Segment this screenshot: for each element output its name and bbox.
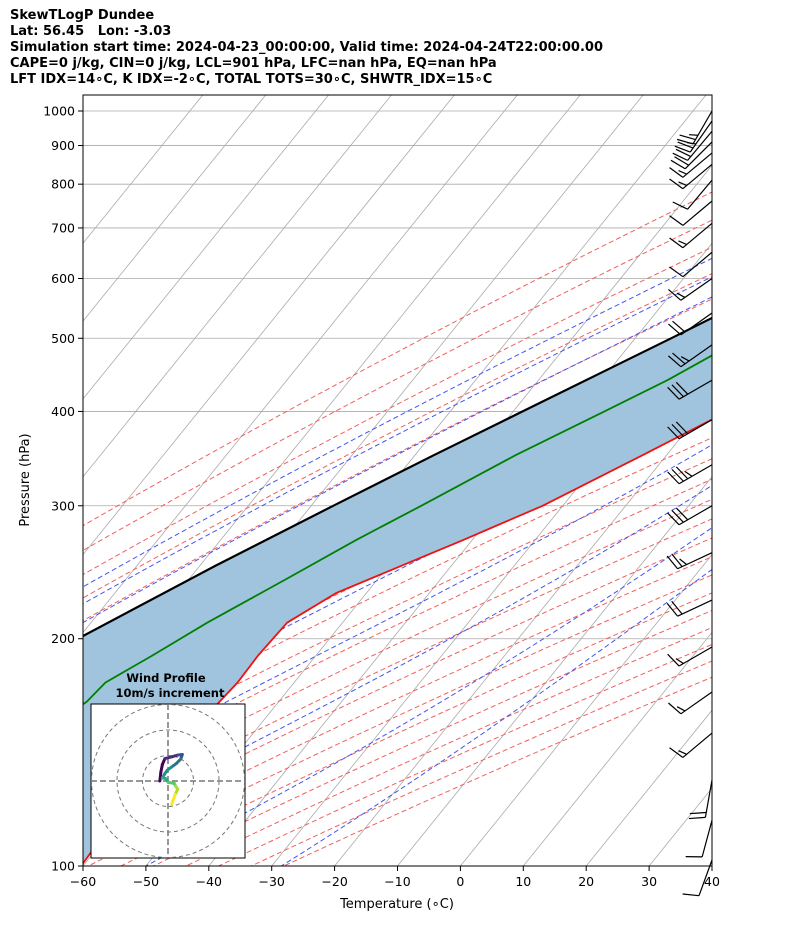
x-tick-label: −30: [259, 874, 285, 889]
isotherm: [711, 865, 712, 866]
moist-adiabat: [83, 257, 712, 588]
index-line: LFT IDX=14∘C, K IDX=-2∘C, TOTAL TOTS=30∘…: [10, 72, 493, 87]
wind-barb: [666, 599, 713, 617]
y-tick-label: 900: [51, 138, 75, 153]
hodograph-content: [91, 704, 245, 858]
dry-adiabat: [83, 246, 712, 576]
x-tick-label: 40: [704, 874, 720, 889]
wind-barb: [666, 552, 713, 570]
y-tick-label: 1000: [43, 103, 75, 118]
isotherm: [460, 553, 712, 866]
x-tick-label: −10: [384, 874, 410, 889]
wind-barbs: [666, 110, 713, 897]
x-tick-label: 0: [456, 874, 464, 889]
hodograph-inset: Wind Profile 10m/s increment: [90, 671, 246, 859]
wind-barb: [669, 152, 713, 178]
wind-barb: [668, 278, 713, 301]
x-tick-label: −20: [321, 874, 347, 889]
wind-barb: [669, 222, 713, 249]
isotherm: [83, 95, 204, 244]
y-tick-label: 500: [51, 331, 75, 346]
y-axis-label: Pressure (hPa): [18, 433, 33, 526]
hodograph-segment: [170, 797, 176, 806]
wind-barb: [682, 859, 713, 897]
isotherm: [83, 95, 581, 711]
cape-line: CAPE=0 j/kg, CIN=0 j/kg, LCL=901 hPa, LF…: [10, 56, 497, 71]
x-tick-label: 10: [515, 874, 531, 889]
y-tick-label: 100: [51, 859, 75, 874]
isotherm: [83, 95, 518, 634]
y-tick-label: 600: [51, 271, 75, 286]
mixing-ratio-line: [728, 95, 794, 279]
moist-adiabat: [83, 484, 712, 832]
dry-adiabat: [83, 191, 712, 527]
isotherm: [83, 95, 266, 322]
y-tick-label: 200: [51, 631, 75, 646]
parcel-line: [83, 316, 712, 638]
x-tick-label: −60: [70, 874, 96, 889]
isotherm: [83, 95, 392, 478]
isotherm: [83, 95, 455, 556]
isotherm: [334, 398, 712, 866]
wind-barb: [688, 779, 713, 820]
wind-barb: [672, 179, 713, 210]
wind-barb: [669, 200, 713, 226]
wind-barb: [668, 691, 713, 715]
wind-barb: [668, 312, 713, 336]
y-tick-label: 300: [51, 498, 75, 513]
y-tick-label: 700: [51, 220, 75, 235]
wind-barb: [667, 419, 713, 440]
dry-adiabat: [83, 437, 712, 746]
chart-title: SkewTLogP Dundee: [10, 8, 155, 23]
isotherm: [648, 787, 712, 866]
moist-adiabat: [83, 276, 712, 605]
wind-barb: [669, 251, 713, 278]
y-tick-label: 400: [51, 404, 75, 419]
wind-barb: [669, 732, 713, 758]
isotherm: [585, 709, 712, 866]
wind-barb: [674, 120, 713, 153]
dry-adiabat: [83, 518, 712, 819]
dry-adiabat: [83, 478, 712, 783]
dry-adiabat: [83, 537, 712, 836]
wind-barb: [667, 646, 713, 667]
wind-barb: [670, 141, 713, 170]
cin-cape-shade: [83, 318, 712, 864]
time-line: Simulation start time: 2024-04-23_00:00:…: [10, 40, 603, 55]
wind-barb: [685, 820, 713, 858]
mixing-ratio-line: [790, 95, 794, 279]
dry-adiabat: [83, 219, 712, 552]
wind-barb: [667, 464, 713, 485]
wind-barb: [667, 505, 713, 526]
x-axis-label: Temperature (∘C): [339, 897, 454, 912]
wind-barb: [668, 344, 713, 368]
chart-header: SkewTLogP Dundee Lat: 56.45 Lon: -3.03 S…: [10, 8, 603, 88]
x-tick-label: 20: [578, 874, 594, 889]
isotherm: [83, 95, 329, 400]
hodograph-title: Wind Profile: [126, 671, 206, 685]
location-line: Lat: 56.45 Lon: -3.03: [10, 24, 172, 39]
axis-ticks: −60 −50 −40 −30 −20 −10 0 10 20 30 40 1000 900 800 700…: [43, 103, 720, 889]
dry-adiabat: [83, 273, 712, 599]
isotherm: [397, 476, 712, 866]
dewpoint-line: [83, 354, 712, 706]
x-tick-label: −50: [133, 874, 159, 889]
isotherm: [522, 631, 712, 866]
wind-barb: [667, 379, 713, 400]
hodograph-subtitle: 10m/s increment: [116, 686, 225, 700]
wind-barb: [669, 163, 713, 190]
x-tick-label: −40: [196, 874, 222, 889]
y-tick-label: 800: [51, 177, 75, 192]
wind-barb: [672, 130, 713, 161]
x-tick-label: 30: [641, 874, 657, 889]
